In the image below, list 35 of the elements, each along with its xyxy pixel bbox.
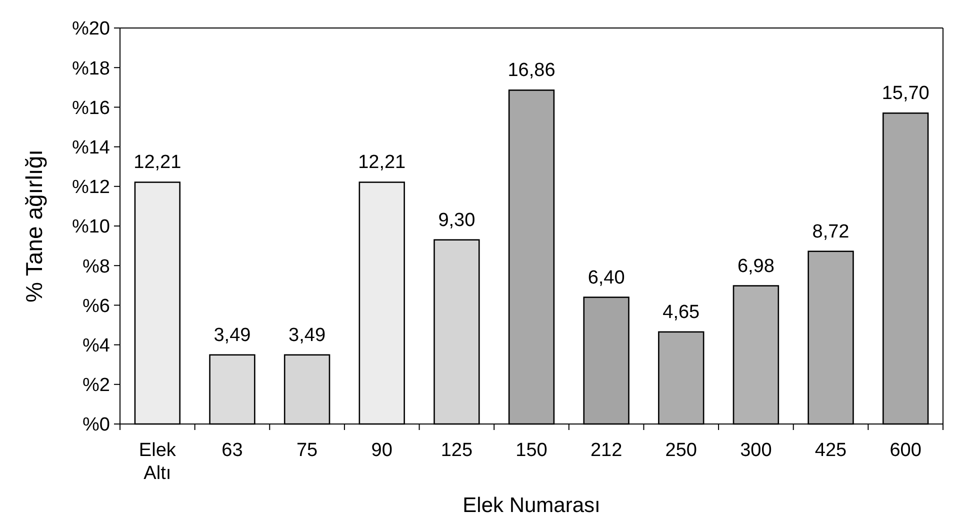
y-tick-label: %12 xyxy=(72,177,110,198)
y-tick-label: %8 xyxy=(82,256,110,278)
data-label: 3,49 xyxy=(214,324,251,346)
y-tick-label: %4 xyxy=(82,335,110,356)
x-tick-label: 600 xyxy=(890,440,922,461)
x-axis-title: Elek Numarası xyxy=(462,494,600,517)
data-label: 16,86 xyxy=(508,60,556,82)
x-tick-label: 90 xyxy=(371,440,392,461)
y-axis-title: % Tane ağırlığı xyxy=(21,149,47,303)
x-tick-label: 125 xyxy=(440,440,473,461)
x-tick-label: 63 xyxy=(222,440,243,461)
y-tick-label: %0 xyxy=(82,414,110,436)
data-label: 6,98 xyxy=(737,256,774,277)
data-label: 12,21 xyxy=(358,152,406,174)
data-label: 8,72 xyxy=(812,221,850,242)
data-label: 9,30 xyxy=(438,210,476,231)
y-tick-label: %2 xyxy=(82,375,110,396)
data-label: 15,70 xyxy=(882,83,930,104)
y-tick-label: %10 xyxy=(72,216,110,238)
data-label: 6,40 xyxy=(588,267,625,288)
x-tick-label: 250 xyxy=(665,440,697,461)
y-tick-label: %18 xyxy=(72,58,110,80)
x-tick-label: Elek Altı xyxy=(138,440,176,484)
y-tick-label: %6 xyxy=(82,296,110,317)
y-tick-label: %20 xyxy=(72,18,110,40)
data-label: 3,49 xyxy=(288,324,326,346)
x-tick-label: 212 xyxy=(590,440,622,461)
x-tick-label: 425 xyxy=(814,440,847,461)
y-tick-label: %16 xyxy=(72,98,110,119)
x-tick-label: 150 xyxy=(516,440,548,461)
data-label: 12,21 xyxy=(134,152,182,174)
x-tick-label: 300 xyxy=(740,440,772,461)
x-tick-label: 75 xyxy=(296,440,318,461)
y-tick-label: %14 xyxy=(72,137,110,158)
data-label: 4,65 xyxy=(662,302,700,323)
